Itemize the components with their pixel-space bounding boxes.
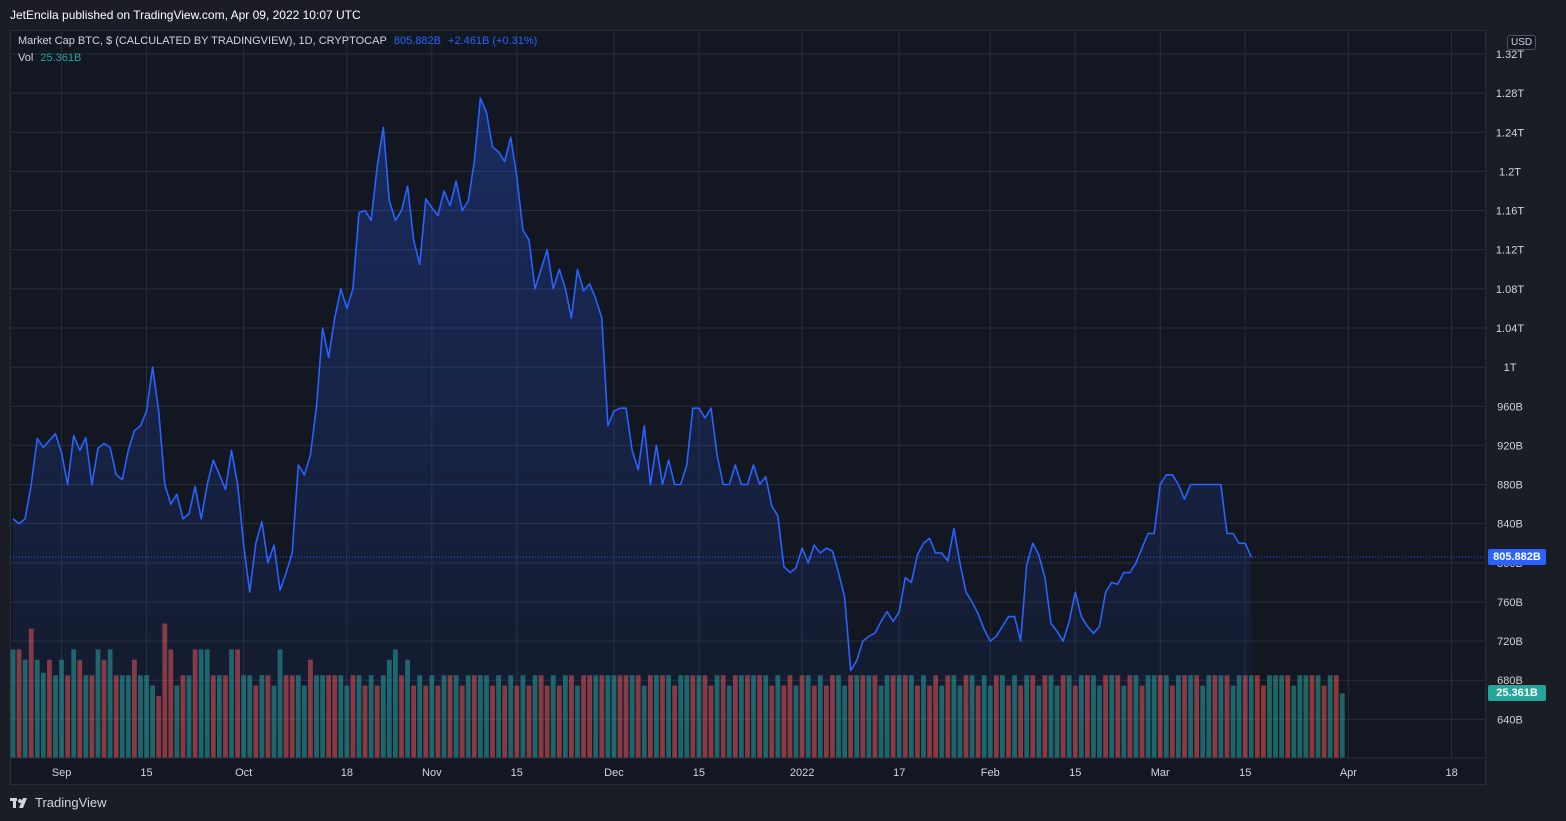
x-tick-label: 18 bbox=[341, 767, 353, 779]
x-tick-label: 15 bbox=[1069, 767, 1081, 779]
x-tick-label: 15 bbox=[693, 767, 705, 779]
volume-bar bbox=[1291, 685, 1297, 758]
volume-bar bbox=[1315, 675, 1321, 758]
volume-bar bbox=[1321, 685, 1327, 758]
y-tick-label: 680B bbox=[1497, 675, 1523, 687]
y-tick-label: 880B bbox=[1497, 480, 1523, 492]
y-tick-label: 1.04T bbox=[1496, 323, 1524, 335]
volume-label: Vol bbox=[18, 52, 34, 64]
y-tick-label: 1T bbox=[1504, 362, 1517, 374]
volume-bar bbox=[1261, 685, 1266, 758]
last-price-badge: 805.882B bbox=[1488, 549, 1546, 566]
y-tick-label: 760B bbox=[1497, 597, 1523, 609]
volume-bar bbox=[1297, 675, 1303, 758]
x-tick-label: Apr bbox=[1340, 767, 1357, 779]
x-tick-label: 18 bbox=[1445, 767, 1457, 779]
legend-volume-row[interactable]: Vol 25.361B bbox=[18, 52, 85, 64]
x-tick-label: 15 bbox=[140, 767, 152, 779]
x-tick-label: Oct bbox=[235, 767, 252, 779]
chart-canvas[interactable]: 640B680B720B760B800B840B880B920B960B1T1.… bbox=[10, 30, 1556, 785]
y-tick-label: 920B bbox=[1497, 440, 1523, 452]
y-tick-label: 1.24T bbox=[1496, 127, 1524, 139]
x-tick-label: 2022 bbox=[790, 767, 814, 779]
y-tick-label: 960B bbox=[1497, 401, 1523, 413]
price-area-fill bbox=[13, 98, 1252, 758]
y-tick-label: 720B bbox=[1497, 636, 1523, 648]
volume-bar bbox=[1254, 675, 1260, 758]
x-tick-label: Dec bbox=[604, 767, 624, 779]
series-name: Market Cap BTC, $ (CALCULATED BY TRADING… bbox=[18, 35, 387, 47]
x-tick-label: Mar bbox=[1151, 767, 1170, 779]
series-change: +2.461B (+0.31%) bbox=[448, 35, 538, 47]
volume-bar bbox=[1285, 675, 1291, 758]
volume-value: 25.361B bbox=[40, 52, 82, 64]
x-tick-label: 15 bbox=[511, 767, 523, 779]
price-line bbox=[12, 97, 1253, 672]
volume-bar bbox=[1273, 675, 1278, 758]
legend-price-row[interactable]: Market Cap BTC, $ (CALCULATED BY TRADING… bbox=[18, 35, 541, 47]
x-tick-label: Feb bbox=[981, 767, 1000, 779]
x-tick-label: Sep bbox=[52, 767, 72, 779]
last-volume-badge: 25.361B bbox=[1488, 685, 1546, 702]
volume-bar bbox=[1339, 693, 1345, 758]
x-tick-label: Nov bbox=[422, 767, 442, 779]
chart-axes: 640B680B720B760B800B840B880B920B960B1T1.… bbox=[10, 49, 1524, 779]
volume-bar bbox=[1303, 675, 1309, 758]
y-tick-label: 1.08T bbox=[1496, 284, 1524, 296]
y-tick-label: 840B bbox=[1497, 519, 1523, 531]
footer-brand-text: TradingView bbox=[35, 795, 107, 810]
volume-bar bbox=[1333, 675, 1339, 758]
x-tick-label: 15 bbox=[1239, 767, 1251, 779]
y-tick-label: 1.12T bbox=[1496, 245, 1524, 257]
x-tick-label: 17 bbox=[893, 767, 905, 779]
volume-bar bbox=[1279, 675, 1285, 758]
volume-bar bbox=[1327, 675, 1333, 758]
y-tick-label: 1.16T bbox=[1496, 206, 1524, 218]
y-tick-label: 1.28T bbox=[1496, 88, 1524, 100]
y-tick-label: 1.32T bbox=[1496, 49, 1524, 61]
publisher-line: JetEncila published on TradingView.com, … bbox=[10, 8, 361, 22]
currency-button[interactable]: USD bbox=[1507, 35, 1537, 50]
series-last-value: 805.882B bbox=[393, 35, 441, 47]
volume-bar bbox=[1267, 675, 1272, 758]
footer-brand[interactable]: TradingView bbox=[10, 795, 107, 810]
tradingview-logo-icon bbox=[10, 797, 27, 808]
y-tick-label: 640B bbox=[1497, 714, 1523, 726]
price-area bbox=[10, 97, 1486, 758]
volume-bar bbox=[1309, 675, 1315, 758]
y-tick-label: 1.2T bbox=[1499, 166, 1521, 178]
